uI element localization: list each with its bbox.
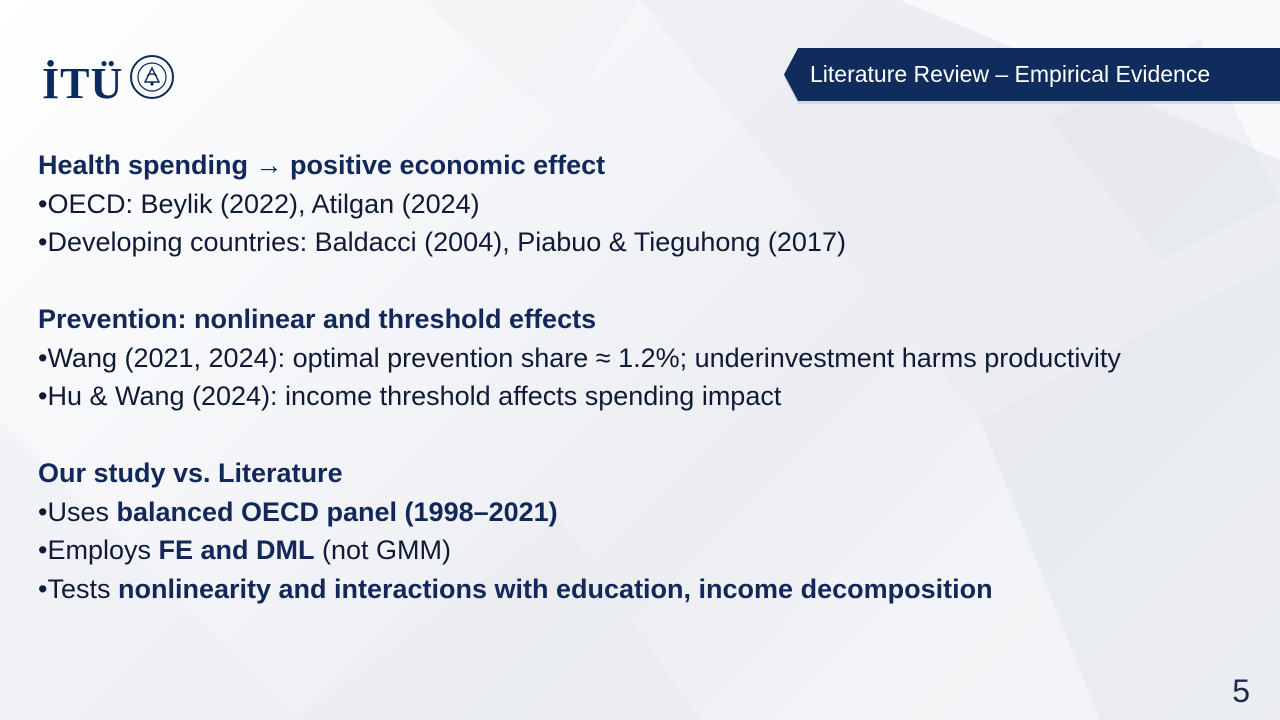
- list-item-emphasis: balanced OECD panel (1998–2021): [116, 496, 558, 527]
- list-item: •Tests nonlinearity and interactions wit…: [38, 570, 1238, 609]
- list-item: •Wang (2021, 2024): optimal prevention s…: [38, 342, 1121, 373]
- list-item-text: (not GMM): [314, 535, 452, 565]
- list-item: •Developing countries: Baldacci (2004), …: [38, 227, 846, 257]
- list-item: •Employs FE and DML (not GMM): [38, 531, 1238, 570]
- itu-logo: İTÜ: [42, 40, 182, 120]
- section-heading: Health spending → positive economic effe…: [38, 150, 606, 180]
- list-item: •Hu & Wang (2024): income threshold affe…: [38, 381, 782, 411]
- section-heading: Our study vs. Literature: [38, 458, 343, 488]
- list-item-emphasis: FE and DML: [158, 535, 315, 565]
- section-heading: Prevention: nonlinear and threshold effe…: [38, 304, 597, 334]
- section-banner: Literature Review – Empirical Evidence: [784, 48, 1280, 104]
- banner-shape: [784, 48, 1280, 104]
- slide-content: Health spending → positive economic effe…: [38, 146, 1238, 608]
- logo-text: İTÜ: [42, 59, 124, 108]
- list-item-emphasis: nonlinearity and interactions with educa…: [117, 573, 993, 604]
- list-item: •Uses balanced OECD panel (1998–2021): [38, 493, 1238, 532]
- list-item: •OECD: Beylik (2022), Atilgan (2024): [38, 188, 480, 219]
- section-title: Literature Review – Empirical Evidence: [810, 61, 1211, 87]
- list-item-text: •Tests: [38, 573, 118, 604]
- list-item-text: •Uses: [38, 496, 117, 527]
- university-seal-icon: [130, 55, 175, 99]
- list-item-text: •Employs: [38, 535, 159, 565]
- slide-number: 5: [1232, 673, 1250, 709]
